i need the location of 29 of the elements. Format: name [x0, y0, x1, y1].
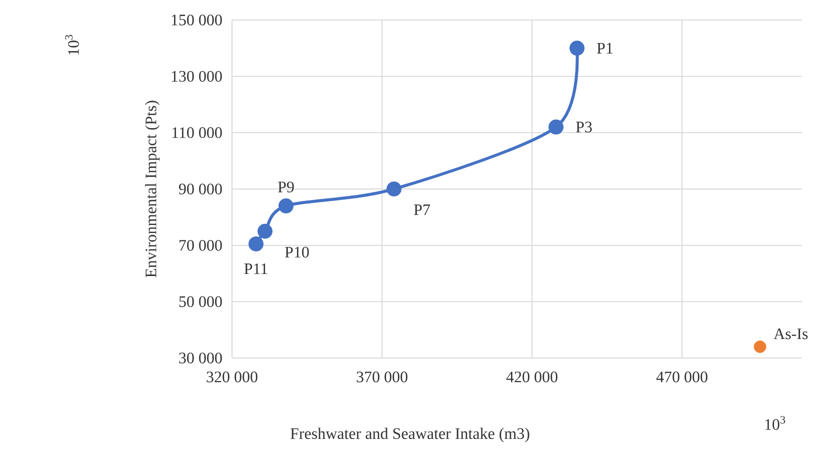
point — [754, 340, 766, 353]
y-tick-label: 70 000 — [180, 240, 222, 251]
y-tick-label: 110 000 — [172, 127, 222, 138]
x-tick-label: 320 000 — [206, 372, 258, 382]
x-tick-label: 420 000 — [506, 372, 558, 382]
point — [278, 198, 294, 214]
text: 10$^{3}$ — [65, 34, 79, 55]
annotation: P1 — [596, 42, 612, 54]
y-tick-label: 30 000 — [179, 352, 222, 364]
point — [570, 40, 585, 56]
point — [258, 224, 273, 239]
point — [386, 181, 402, 196]
x-tick-label: 370 000 — [356, 372, 408, 382]
text: 10$^{3}$ — [765, 416, 786, 430]
y-tick-label: 50 000 — [179, 296, 222, 308]
annotation: P11 — [244, 263, 268, 274]
point — [548, 120, 564, 135]
annotation: As-Is — [774, 328, 808, 340]
point — [248, 236, 264, 252]
annotation: P9 — [278, 182, 294, 192]
y-tick-label: 90 000 — [178, 184, 222, 194]
annotation: P7 — [414, 204, 430, 216]
annotation: P10 — [284, 246, 309, 258]
y-axis-title: Environmental Impact (Pts) — [145, 100, 160, 278]
y-tick-label: 130 000 — [172, 70, 222, 82]
x-axis-title: Freshwater and Seawater Intake (m3) — [290, 428, 530, 442]
x-tick-label: 470 000 — [656, 372, 708, 382]
annotation: P3 — [576, 122, 592, 132]
y-tick-label: 150 000 — [172, 14, 222, 26]
